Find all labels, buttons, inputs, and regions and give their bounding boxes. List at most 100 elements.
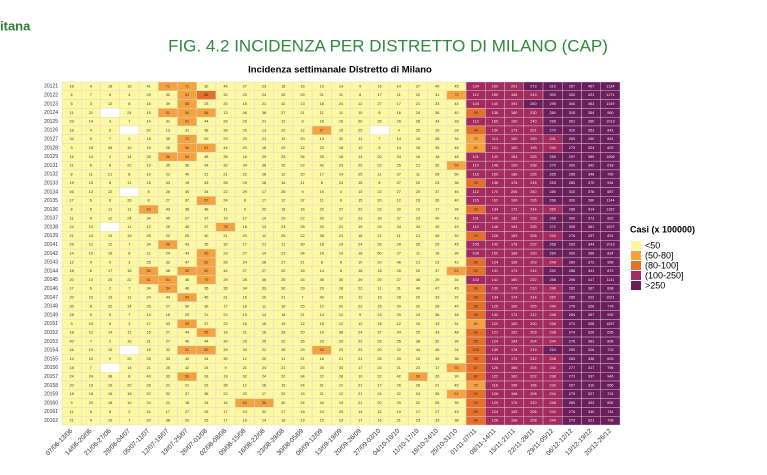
cell-label: 26 [397,383,401,387]
cell-label: 160 [511,146,517,150]
cell-label: 268 [549,216,555,220]
cell-label: 71 [185,84,189,88]
cell-label: 13 [166,128,170,132]
cell-label: 108 [473,252,479,256]
cell-label: 20 [89,401,93,405]
cell-label: 190 [530,137,536,141]
cell-label: 33 [204,375,208,379]
cell-label: 27 [185,410,189,414]
cell-label: 9 [90,419,92,423]
cell-label: 2 [109,287,111,291]
cell-label: 174 [511,295,517,299]
cell-label: 17 [243,216,247,220]
cell-label: 11 [70,410,74,414]
cell-label: 164 [511,339,517,343]
cell-label: 8 [109,181,111,185]
cell-label: 11 [320,199,324,203]
cell-label: 11 [378,172,382,176]
cell-label: 354 [588,111,594,115]
cell-label: 37 [204,216,208,220]
cell-label: 28 [70,313,74,317]
cell-label: 47 [185,260,189,264]
cell-label: 29 [435,278,439,282]
cell-label: 30 [281,287,285,291]
cell-label: 310 [588,383,594,387]
cell-label: 10 [358,111,362,115]
cell-label: 25 [320,155,324,159]
cell-label: 24 [358,331,362,335]
cell-label: 13 [358,190,362,194]
cell-label: 7 [109,137,111,141]
cell-label: 29 [281,146,285,150]
cell-label: 88 [204,93,208,97]
cell-label: 25 [416,331,420,335]
cell-label: 13 [146,164,150,168]
cell-label: 54 [166,278,170,282]
cell-label: 37 [454,295,458,299]
row-label: 20152 [44,330,58,336]
cell-label: 190 [511,120,517,124]
cell-label: 29 [300,93,304,97]
cell-label: 57 [320,128,324,132]
cell-label: 21 [166,401,170,405]
cell-label: 118 [473,172,479,176]
cell-label: 22 [281,392,285,396]
legend-swatch [631,241,641,250]
cell-label: 20 [146,419,150,423]
cell-label: 24 [243,410,247,414]
cell-label: 808 [607,339,613,343]
cell-label: 383 [588,339,594,343]
cell-label: 36 [454,181,458,185]
cell-label: 24 [204,366,208,370]
cell-label: 23 [223,252,227,256]
cell-label: 31 [166,120,170,124]
cell-label: 22 [416,401,420,405]
cell-label: 23 [281,225,285,229]
cell-label: 14 [70,357,74,361]
cell-label: 17 [262,392,266,396]
cell-label: 22 [223,322,227,326]
row-label: 20154 [44,348,58,354]
cell-label: 31 [435,93,439,97]
cell-label: 39 [166,102,170,106]
cell-label: 22 [358,287,362,291]
cell-label: 20 [377,199,381,203]
cell-label: 841 [607,128,613,132]
cell-label: 8 [90,304,92,308]
cell-label: 42 [281,102,285,106]
cell-label: 14 [127,366,131,370]
cell-label: 293 [569,243,575,247]
cell-label: 27 [339,208,343,212]
cell-label: 6 [90,199,92,203]
cell-label: 27 [166,339,170,343]
cell-label: 40 [416,287,420,291]
cell-label: 2 [128,410,130,414]
cell-label: 635 [607,331,613,335]
cell-label: 98 [474,128,478,132]
cell-label: 46 [243,111,247,115]
cell-label: 21 [262,102,266,106]
cell-label: 18 [339,146,343,150]
cell-label: 9 [109,260,111,264]
cell-label: 11 [358,137,362,141]
cell-label: 21 [300,313,304,317]
cell-label: 25 [146,234,150,238]
cell-label: 21 [416,102,420,106]
cell-label: 13 [223,111,227,115]
row-label: 20142 [44,251,58,257]
cell-label: 21 [281,366,285,370]
cell-label: 162 [511,331,517,335]
cell-label: 279 [569,419,575,423]
cell-label: 7 [128,419,130,423]
logo-text: itana [0,18,31,33]
cell-label: 8 [340,260,342,264]
cell-label: 140 [492,102,498,106]
cell-label: 32 [435,339,439,343]
cell-label: 35 [204,243,208,247]
cell-label: 14 [70,252,74,256]
cell-label: 203 [530,331,536,335]
cell-label: 45 [454,287,458,291]
cell-label: 43 [185,252,189,256]
cell-label: 25 [300,304,304,308]
